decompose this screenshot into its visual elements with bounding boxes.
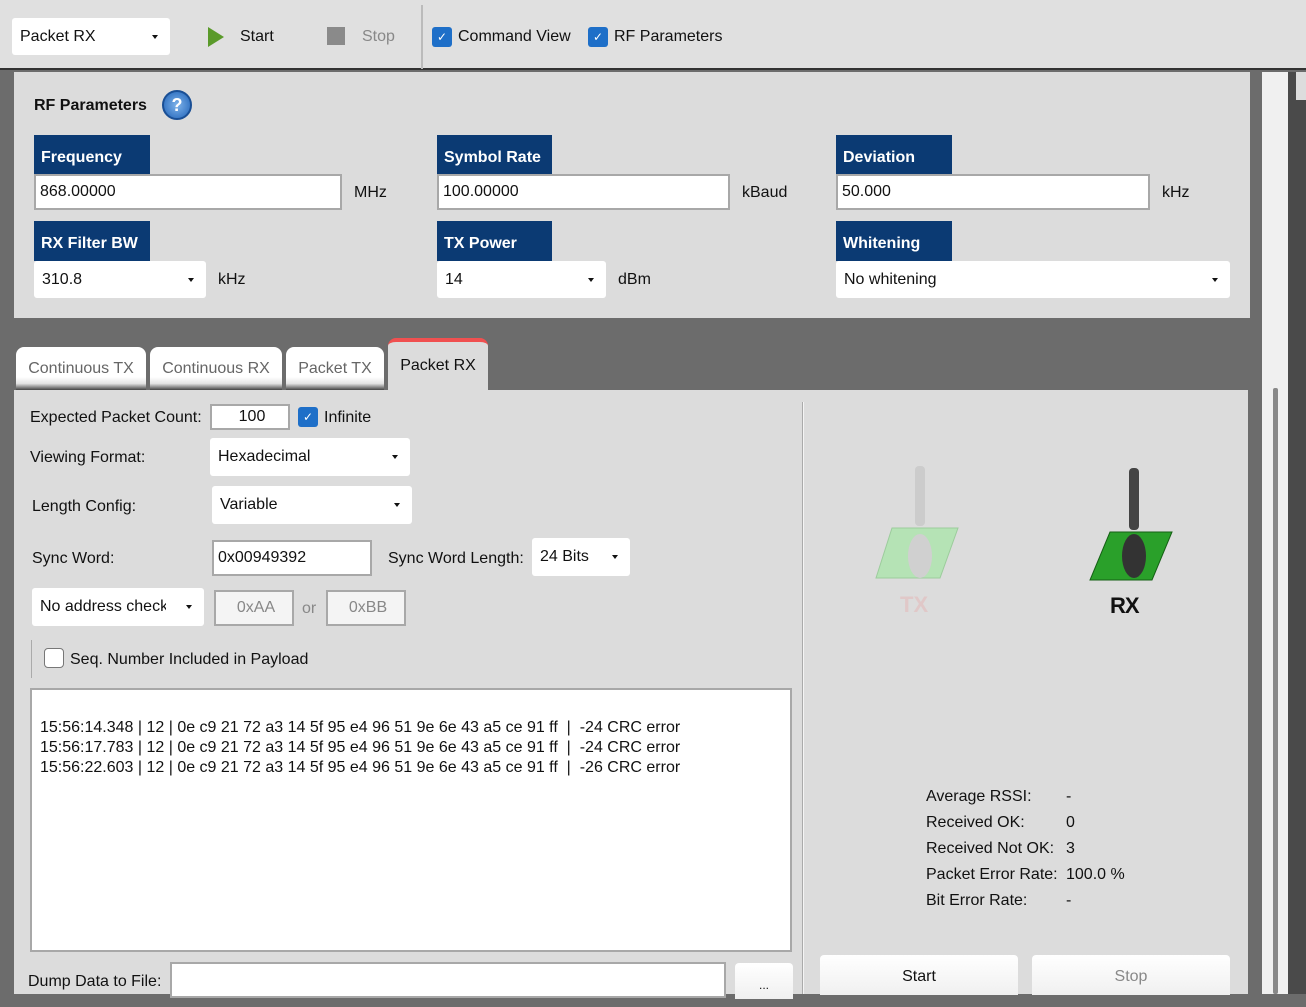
deviation-label: Deviation [836,135,952,175]
sync-word-length-select[interactable]: 24 Bits [532,538,630,576]
address-check-value: No address check [40,598,166,615]
rx-filter-bw-value: 310.8 [42,270,83,288]
outer-scrollbar-thumb[interactable] [1296,72,1306,100]
stat-label: Received OK: [926,814,1025,831]
sync-word-length-label: Sync Word Length: [388,550,524,567]
rx-filter-bw-select[interactable]: 310.8 [34,261,206,298]
whitening-select[interactable]: No whitening [836,261,1230,298]
toolbar-divider [421,5,423,69]
tx-power-select[interactable]: 14 [437,261,606,298]
mode-select[interactable]: Packet RX [12,18,170,55]
stat-value: 3 [1066,840,1075,857]
tx-power-value: 14 [445,270,463,288]
viewing-format-label: Viewing Format: [30,449,146,466]
chevron-down-icon [186,605,192,609]
length-config-select[interactable]: Variable [212,486,412,524]
address-check-select[interactable]: No address check [32,588,204,626]
log-line: 15:56:14.348 | 12 | 0e c9 21 72 a3 14 5f… [40,719,681,736]
rx-stop-button[interactable]: Stop [1032,955,1230,995]
frequency-label: Frequency [34,135,150,175]
address-1-input[interactable]: 0xAA [214,590,294,626]
log-line: 15:56:17.783 | 12 | 0e c9 21 72 a3 14 5f… [40,739,681,756]
tab-packet-tx[interactable]: Packet TX [286,347,384,390]
whitening-value: No whitening [844,270,937,288]
stats: Average RSSI: - Received OK: 0 Received No… [926,784,1125,914]
chevron-down-icon [152,34,158,39]
rx-indicator-label: RX [1110,593,1140,618]
rx-antenna-icon [1089,468,1173,581]
tab-continuous-tx[interactable]: Continuous TX [16,347,146,390]
chevron-down-icon [188,277,194,282]
command-view-label: Command View [458,28,571,45]
dump-file-input[interactable] [170,962,726,998]
chevron-down-icon [394,503,400,507]
chevron-down-icon [1212,277,1218,282]
dump-label: Dump Data to File: [28,973,162,990]
rf-title: RF Parameters [34,97,147,114]
packet-log[interactable]: 15:56:14.348 | 12 | 0e c9 21 72 a3 14 5f… [30,688,792,952]
symbol-rate-unit: kBaud [742,184,788,201]
tx-power-unit: dBm [618,271,651,288]
length-config-label: Length Config: [32,498,137,515]
stat-label: Bit Error Rate: [926,892,1028,909]
deviation-unit: kHz [1162,184,1190,201]
infinite-checkbox[interactable]: ✓ [298,407,318,427]
tx-antenna-icon [875,466,959,579]
rx-start-button[interactable]: Start [820,955,1018,995]
stop-icon [327,27,345,45]
mode-value: Packet RX [20,27,96,45]
viewing-format-value: Hexadecimal [218,448,311,465]
infinite-label: Infinite [324,409,372,426]
stat-label: Average RSSI: [926,788,1032,805]
scrollbar-thumb[interactable] [1273,388,1278,994]
rx-filter-bw-label: RX Filter BW [34,221,150,261]
play-icon[interactable] [208,27,224,47]
chevron-down-icon [612,555,618,559]
vertical-divider [802,402,804,994]
rx-filter-bw-unit: kHz [218,271,246,288]
tx-power-label: TX Power [437,221,552,261]
frequency-unit: MHz [354,184,387,201]
whitening-label: Whitening [836,221,952,261]
stat-label: Packet Error Rate: [926,866,1058,883]
divider [31,640,32,678]
rf-parameters-checkbox[interactable]: ✓ [588,27,608,47]
tab-packet-rx[interactable]: Packet RX [388,338,488,390]
viewing-format-select[interactable]: Hexadecimal [210,438,410,476]
log-line: 15:56:22.603 | 12 | 0e c9 21 72 a3 14 5f… [40,759,681,776]
toolbar: Packet RX Start Stop ✓ Command View ✓ RF… [0,0,1306,70]
frequency-input[interactable]: 868.00000 [34,174,342,210]
help-icon[interactable]: ? [162,90,192,120]
or-label: or [302,600,317,617]
browse-button[interactable]: ... [735,963,793,999]
expected-count-label: Expected Packet Count: [30,409,202,426]
outer-scrollbar[interactable] [1288,72,1306,994]
rf-parameters-label: RF Parameters [614,28,723,45]
seq-number-checkbox[interactable] [44,648,64,668]
sync-word-length-value: 24 Bits [540,548,589,565]
stat-value: 0 [1066,814,1075,831]
chevron-down-icon [392,455,398,459]
start-button[interactable]: Start [240,28,274,45]
symbol-rate-input[interactable]: 100.00000 [437,174,730,210]
deviation-input[interactable]: 50.000 [836,174,1150,210]
sync-word-input[interactable]: 0x00949392 [212,540,372,576]
stat-value: - [1066,788,1072,805]
stat-value: 100.0 % [1066,866,1125,883]
chevron-down-icon [588,277,594,282]
tx-indicator-label: TX [900,592,929,617]
symbol-rate-label: Symbol Rate [437,135,552,175]
expected-count-input[interactable]: 100 [210,404,290,430]
length-config-value: Variable [220,496,278,513]
seq-number-label: Seq. Number Included in Payload [70,651,309,668]
sync-word-label: Sync Word: [32,550,115,567]
tab-continuous-rx[interactable]: Continuous RX [150,347,282,390]
address-2-input[interactable]: 0xBB [326,590,406,626]
command-view-checkbox[interactable]: ✓ [432,27,452,47]
stop-button[interactable]: Stop [362,28,395,45]
stat-label: Received Not OK: [926,840,1055,857]
stat-value: - [1066,892,1072,909]
